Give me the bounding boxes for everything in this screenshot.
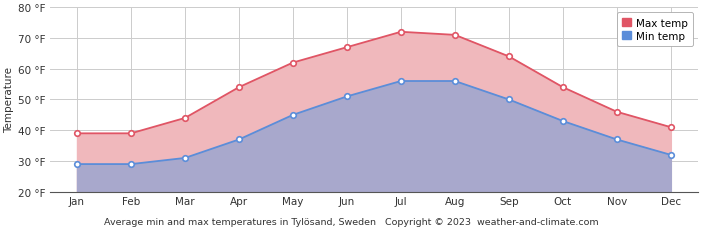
Y-axis label: Temperature: Temperature [4, 67, 14, 133]
Text: Average min and max temperatures in Tylösand, Sweden   Copyright © 2023  weather: Average min and max temperatures in Tylö… [104, 217, 598, 226]
Legend: Max temp, Min temp: Max temp, Min temp [617, 13, 693, 47]
